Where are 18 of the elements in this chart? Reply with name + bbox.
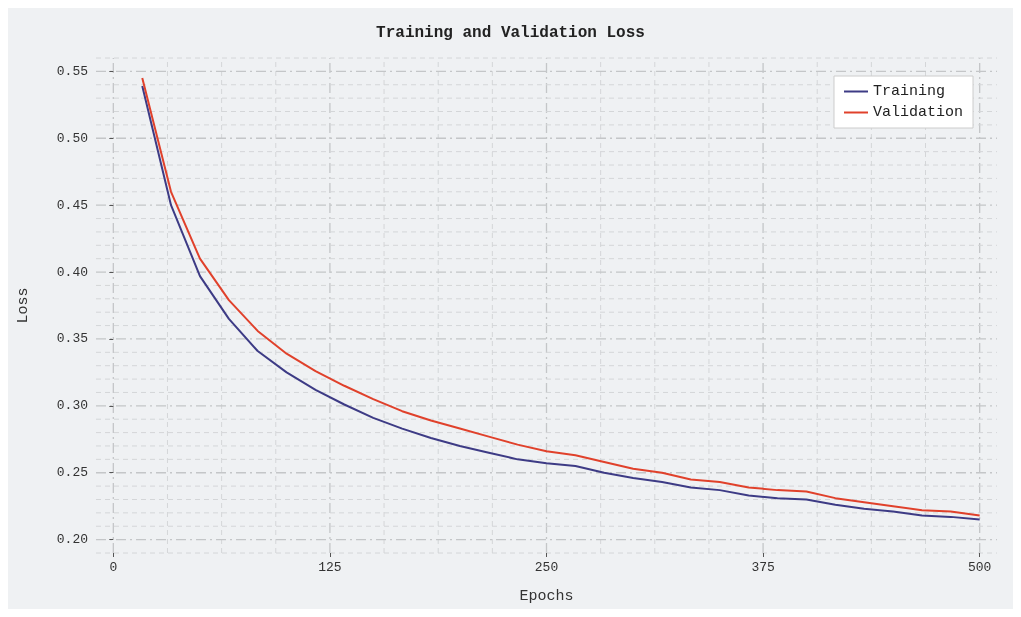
x-tick-label: 500 [967,560,992,575]
y-tick-label: 0.20 [56,532,88,548]
chart-title: Training and Validation Loss [376,24,645,42]
y-tick-label: 0.55 [56,63,88,79]
x-axis-title: Epochs [519,588,574,605]
y-tick-label: 0.45 [56,197,88,213]
y-tick-label: 0.30 [56,398,88,414]
legend-label: Training [872,83,945,100]
y-tick-label: 0.50 [56,130,88,146]
y-tick-label: 0.35 [56,331,88,347]
legend-label: Validation [872,104,963,121]
x-tick-label: 0 [109,560,118,575]
x-tick-label: 250 [534,560,559,575]
x-tick-label: 375 [751,560,775,575]
y-tick-label: 0.40 [56,264,88,280]
y-tick-label: 0.25 [56,465,88,481]
x-tick-label: 125 [318,560,342,575]
y-axis-title: Loss [15,287,32,324]
